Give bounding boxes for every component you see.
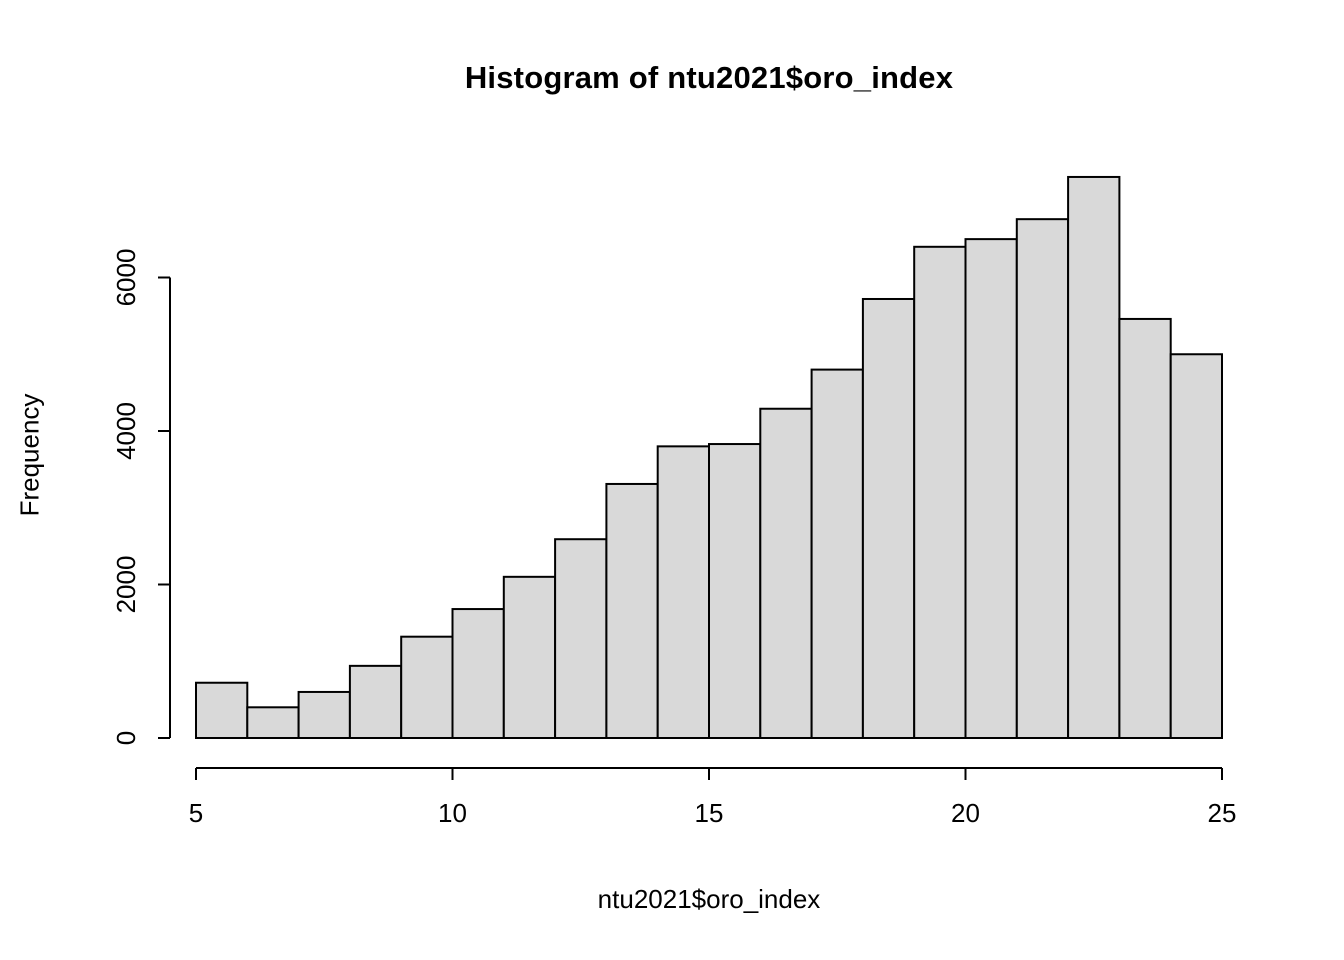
x-tick-label: 5 [189, 798, 203, 828]
histogram-bar [913, 245, 967, 740]
histogram-bar [759, 407, 813, 739]
histogram-bar [861, 297, 916, 739]
y-tick-label: 6000 [111, 249, 141, 307]
histogram-bar [502, 575, 557, 740]
histogram-bar [605, 482, 659, 739]
histogram-bar [400, 635, 454, 739]
histogram-bar [246, 706, 300, 739]
histogram-bar [195, 681, 249, 739]
x-tick-label: 15 [695, 798, 724, 828]
histogram-bar [554, 538, 608, 740]
histogram-bar [297, 690, 351, 740]
y-tick-label: 2000 [111, 556, 141, 614]
histogram-bar [348, 664, 403, 739]
histogram-bar [1169, 353, 1223, 739]
y-tick-label: 0 [111, 731, 141, 745]
x-tick-label: 25 [1208, 798, 1237, 828]
x-tick-label: 20 [951, 798, 980, 828]
histogram-bar [656, 445, 711, 739]
histogram-bar [964, 238, 1018, 739]
histogram-bar [451, 608, 505, 739]
histogram-bar [708, 443, 762, 739]
histogram-bar [1118, 317, 1172, 739]
y-tick-label: 4000 [111, 402, 141, 460]
chart-title: Histogram of ntu2021$oro_index [464, 60, 954, 95]
histogram-bar [1067, 175, 1121, 739]
histogram-bar [1015, 218, 1070, 740]
histogram-bar [810, 368, 864, 739]
x-tick-label: 10 [438, 798, 467, 828]
x-axis-label: ntu2021$oro_index [597, 884, 821, 914]
